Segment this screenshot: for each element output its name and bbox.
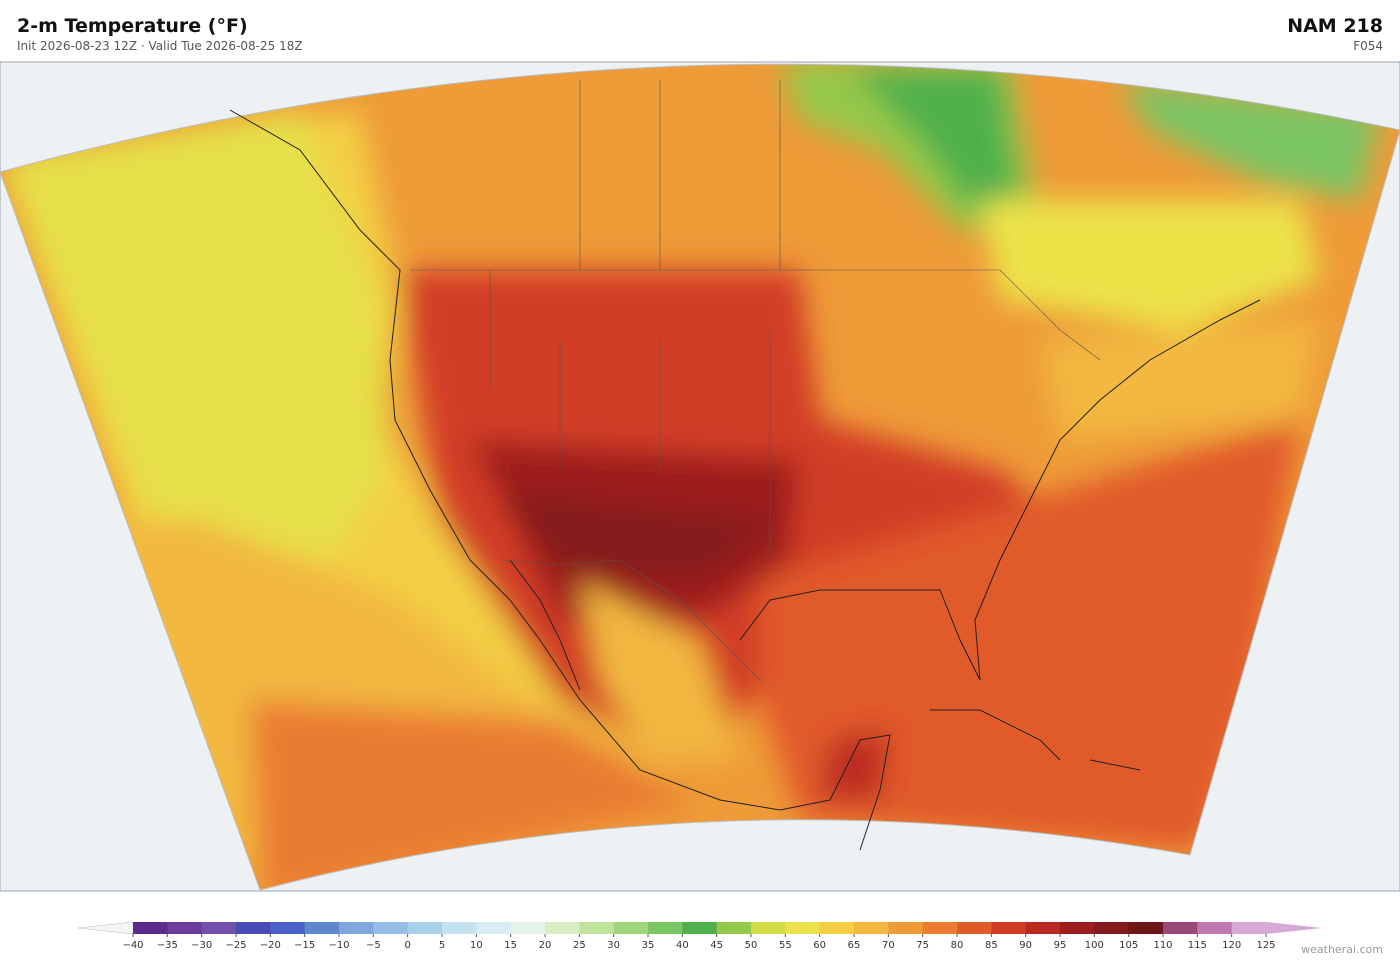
colorbar-tick-label: −15: [294, 940, 315, 951]
colorbar-tick-label: 80: [951, 940, 964, 951]
colorbar-bin: [510, 922, 546, 934]
colorbar-bin: [476, 922, 512, 934]
colorbar-tick-label: 125: [1256, 940, 1275, 951]
colorbar-bin: [201, 922, 237, 934]
colorbar-bin: [819, 922, 855, 934]
map-title: 2-m Temperature (°F): [17, 15, 248, 37]
colorbar: −40 −35 −30 −25 −20 −15 −10 −5 0 5 10 15 20 25 30 35 40 4…: [77, 921, 1322, 951]
coastlines: [229, 109, 1261, 851]
colorbar-tick-label: 85: [985, 940, 998, 951]
colorbar-tick-label: 110: [1153, 940, 1172, 951]
colorbar-tick-label: −40: [122, 940, 143, 951]
colorbar-tick-label: 55: [779, 940, 792, 951]
colorbar-tick-label: 70: [882, 940, 895, 951]
colorbar-bin: [751, 922, 786, 934]
colorbar-bin: [1025, 922, 1061, 934]
colorbar-tick-label: −35: [157, 940, 178, 951]
colorbar-bin: [682, 922, 718, 934]
colorbar-tick-label: 15: [504, 940, 517, 951]
colorbar-bin: [854, 922, 889, 934]
colorbar-tick-label: 90: [1019, 940, 1032, 951]
colorbar-bin: [957, 922, 992, 934]
colorbar-bin: [373, 922, 409, 934]
colorbar-tick-label: −25: [225, 940, 246, 951]
colorbar-bin: [1163, 922, 1198, 934]
colorbar-tick-label: 30: [607, 940, 620, 951]
colorbar-bin: [785, 922, 821, 934]
colorbar-tick-label: 95: [1054, 940, 1067, 951]
colorbar-bin: [1197, 922, 1233, 934]
colorbar-tick-label: 120: [1222, 940, 1241, 951]
colorbar-bin: [1231, 922, 1267, 934]
borders: [410, 80, 1101, 681]
colorbar-bin: [545, 922, 580, 934]
colorbar-bin: [133, 922, 168, 934]
colorbar-end-low: [77, 921, 134, 935]
colorbar-tick-label: 10: [470, 940, 483, 951]
colorbar-tick-label: 20: [539, 940, 552, 951]
colorbar-tick-label: −20: [260, 940, 281, 951]
colorbar-bin: [716, 922, 752, 934]
colorbar-tick-label: 45: [710, 940, 723, 951]
colorbar-tick-label: 35: [642, 940, 655, 951]
colorbar-bin: [167, 922, 203, 934]
colorbar-tick-label: 115: [1188, 940, 1207, 951]
colorbar-bin: [922, 922, 958, 934]
colorbar-tick-label: 105: [1119, 940, 1138, 951]
credit: weatherai.com: [1301, 943, 1383, 956]
colorbar-bin: [613, 922, 649, 934]
colorbar-bin: [407, 922, 443, 934]
colorbar-tick-label: 0: [404, 940, 410, 951]
colorbar-bin: [304, 922, 340, 934]
colorbar-bin: [442, 922, 477, 934]
colorbar-tick-label: −30: [191, 940, 212, 951]
colorbar-tick-label: 65: [848, 940, 861, 951]
colorbar-bin: [991, 922, 1027, 934]
colorbar-bin: [648, 922, 683, 934]
colorbar-bin: [888, 922, 924, 934]
colorbar-bin: [236, 922, 271, 934]
map-subtitle: Init 2026-08-23 12Z · Valid Tue 2026-08-…: [17, 39, 303, 53]
colorbar-bin: [579, 922, 615, 934]
forecast-hour: F054: [1353, 39, 1383, 53]
colorbar-bin: [339, 922, 374, 934]
model-name: NAM 218: [1287, 15, 1383, 37]
colorbar-tick-label: 75: [916, 940, 929, 951]
colorbar-tick-label: 5: [439, 940, 445, 951]
colorbar-end-high: [1266, 922, 1322, 934]
colorbar-tick-label: −5: [366, 940, 381, 951]
colorbar-tick-label: −10: [328, 940, 349, 951]
colorbar-tick-label: 50: [745, 940, 758, 951]
colorbar-tick-label: 25: [573, 940, 586, 951]
colorbar-bin: [1128, 922, 1164, 934]
colorbar-tick-label: 40: [676, 940, 689, 951]
colorbar-bin: [1094, 922, 1130, 934]
colorbar-tick-label: 60: [813, 940, 826, 951]
colorbar-tick-label: 100: [1085, 940, 1104, 951]
colorbar-bin: [1060, 922, 1095, 934]
colorbar-bin: [270, 922, 306, 934]
